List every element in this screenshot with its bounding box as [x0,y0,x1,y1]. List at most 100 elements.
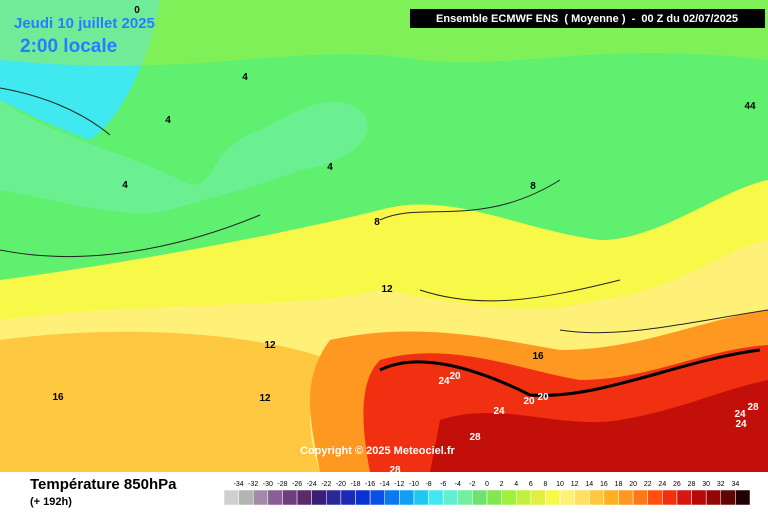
legend-swatch [589,489,605,506]
contour-label: 4 [327,162,333,173]
legend-label: -22 [321,481,331,488]
contour-label: 12 [259,393,271,404]
field-darkred [430,380,768,472]
legend-label: 0 [485,481,489,488]
contour-label: 20 [537,392,549,403]
legend-label: 26 [673,481,681,488]
legend-swatch [735,489,751,506]
legend-swatch [311,489,327,506]
contour-label: 0 [134,5,140,16]
footer-lead: (+ 192h) [30,496,72,508]
legend-swatch [632,489,648,506]
legend-swatch [545,489,561,506]
contour-label: 4 [242,72,248,83]
legend-swatch [676,489,692,506]
legend-label: -24 [307,481,317,488]
legend-swatch [705,489,722,506]
copyright: Copyright © 2025 Meteociel.fr [300,445,456,457]
legend-swatch [282,489,298,506]
legend-label: 20 [629,481,637,488]
legend-label: -2 [469,481,475,488]
temperature-field [0,0,768,472]
legend-label: 30 [702,481,710,488]
legend-label: 24 [658,481,666,488]
legend-label: -26 [292,481,302,488]
contour-label: 28 [469,432,481,443]
legend-swatch [486,489,502,506]
legend-swatch [559,489,575,506]
legend-label: -8 [425,481,431,488]
legend-swatch [223,489,239,506]
legend-swatch [662,489,678,506]
legend-label: -12 [394,481,404,488]
legend-swatch [296,489,312,506]
legend-swatch [472,489,488,506]
legend-label: -20 [336,481,346,488]
legend-swatch [326,489,342,506]
contour-label: 24 [735,419,747,430]
legend-swatch [399,489,415,506]
legend-swatch [413,489,429,506]
legend-swatch [501,489,517,506]
legend-swatch [720,489,736,506]
legend-label: 4 [514,481,518,488]
legend-label: 32 [717,481,725,488]
contour-label: 12 [264,340,276,351]
map-time: 2:00 locale [20,36,117,57]
coastlines [0,87,768,334]
legend-label: -34 [234,481,244,488]
contour-label: 12 [381,284,393,295]
contour-label: 16 [532,351,544,362]
contour-label: 24 [438,376,450,387]
contour-label: 20 [449,371,461,382]
legend-swatch [369,489,385,506]
legend-swatch [238,489,254,506]
legend-label: -32 [248,481,258,488]
legend-swatch [428,489,444,506]
contour-label: 8 [374,217,380,228]
contour-label: 16 [52,392,64,403]
legend-label: -18 [350,481,360,488]
contour-label: 4 [165,115,171,126]
legend-swatch [647,489,663,506]
field-lightgreen [0,100,368,213]
legend-label: -10 [409,481,419,488]
legend-label: 28 [688,481,696,488]
legend-label: 16 [600,481,608,488]
run-info: Ensemble ECMWF ENS ( Moyenne ) - 00 Z du… [436,13,738,25]
legend-label: 12 [571,481,579,488]
legend-swatch [340,489,356,506]
isotherm-20 [379,348,761,397]
contour-label: 24 [493,406,505,417]
footer-title: Température 850hPa [30,476,177,493]
legend-swatch [442,489,459,506]
legend-label: -16 [365,481,375,488]
legend-swatch [530,489,546,506]
contour-label: 28 [747,402,759,413]
field-orange-west [0,331,330,472]
legend-label: 6 [529,481,533,488]
legend-swatch [384,489,400,506]
legend-label: -4 [455,481,461,488]
contour-label: 4 [122,180,128,191]
legend-label: 22 [644,481,652,488]
legend-label: 18 [615,481,623,488]
legend-swatch [574,489,590,506]
contour-label: 24 [734,409,746,420]
legend-label: -30 [263,481,273,488]
legend-label: -6 [440,481,446,488]
legend-swatch [252,489,269,506]
legend-swatch [515,489,532,506]
contour-label: 28 [389,465,401,476]
legend-label: 14 [585,481,593,488]
contour-label: 8 [530,181,536,192]
legend-label: 8 [543,481,547,488]
legend-swatch [457,489,473,506]
legend-label: -28 [277,481,287,488]
contour-label: 20 [523,396,535,407]
legend-label: -14 [380,481,390,488]
map-date: Jeudi 10 juillet 2025 [14,15,155,32]
legend-label: 34 [731,481,739,488]
